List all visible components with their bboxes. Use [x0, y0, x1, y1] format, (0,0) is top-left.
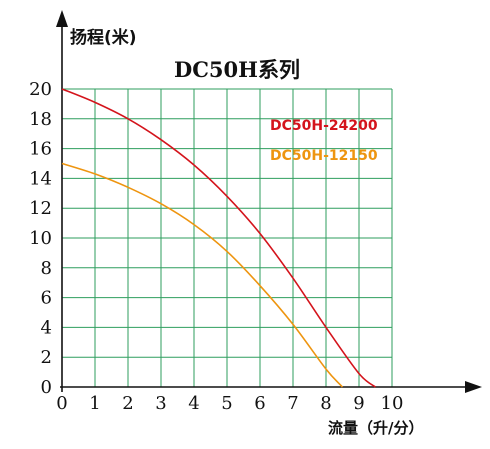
y-tick-label: 2	[41, 347, 52, 368]
x-tick-label: 3	[155, 393, 166, 414]
x-tick-label: 1	[89, 393, 100, 414]
x-axis-arrow	[465, 381, 482, 393]
x-tick-labels: 0 1 2 3 4 5 6 7 8 9 10	[56, 393, 403, 414]
chart-title: DC50H系列	[174, 57, 300, 82]
y-axis-arrow	[56, 10, 68, 27]
axes	[56, 10, 482, 393]
series-line-dc50h-12150	[61, 162, 344, 388]
y-tick-label: 14	[29, 168, 52, 189]
x-tick-label: 9	[353, 393, 364, 414]
x-tick-label: 10	[381, 393, 404, 414]
x-tick-label: 8	[320, 393, 331, 414]
x-tick-label: 2	[122, 393, 133, 414]
x-tick-label: 6	[254, 393, 265, 414]
y-tick-label: 6	[41, 288, 52, 309]
legend-entry-dc50h-12150: DC50H-12150	[270, 148, 378, 164]
y-tick-label: 20	[29, 79, 52, 100]
legend-entry-dc50h-24200: DC50H-24200	[270, 118, 378, 134]
x-tick-label: 5	[221, 393, 232, 414]
y-tick-label: 18	[29, 109, 52, 130]
y-tick-label: 10	[29, 228, 52, 249]
y-tick-label: 12	[29, 198, 52, 219]
y-tick-label: 8	[41, 258, 52, 279]
x-tick-label: 0	[56, 393, 67, 414]
series-line-dc50h-24200	[61, 88, 377, 388]
series-lines	[61, 88, 377, 388]
y-axis-label: 扬程(米)	[70, 27, 137, 48]
y-tick-label: 16	[29, 139, 52, 160]
y-tick-labels: 0 2 4 6 8 10 12 14 16 18 20	[29, 79, 52, 398]
x-axis-label: 流量（升/分）	[328, 419, 423, 437]
y-tick-label: 0	[41, 377, 52, 398]
x-tick-label: 7	[287, 393, 298, 414]
y-tick-label: 4	[41, 317, 52, 338]
grid	[62, 88, 393, 387]
x-tick-label: 4	[188, 393, 199, 414]
